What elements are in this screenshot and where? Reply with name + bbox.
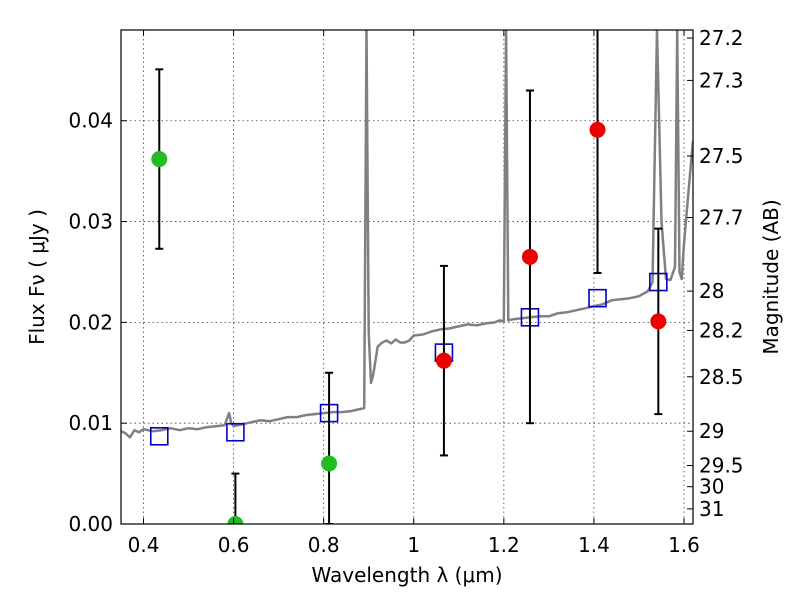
observed-flux-point [321, 455, 338, 472]
x-tick-label: 1 [407, 533, 420, 557]
plot-background [121, 30, 693, 524]
x-tick-label: 0.8 [308, 533, 340, 557]
x-axis-label: Wavelength λ (μm) [311, 563, 502, 587]
model-flux-square [226, 422, 245, 442]
observed-flux-point [650, 313, 667, 330]
observed-flux-point [435, 352, 452, 369]
model-flux-square [588, 288, 607, 308]
y2-tick-label: 29 [699, 419, 724, 443]
plot-frame [120, 29, 694, 525]
x-tick-label: 1.2 [488, 533, 520, 557]
x-axis: 0.4 0.6 0.8 1 1.2 1.4 1.6 [128, 30, 700, 557]
observed-flux-point [589, 121, 606, 138]
y2-tick-label: 30 [699, 475, 724, 499]
y2-tick-label: 28 [699, 279, 724, 303]
y-tick-label: 0.03 [68, 210, 113, 234]
y-tick-label: 0.01 [68, 411, 113, 435]
y2-axis-label: Magnitude (AB) [759, 199, 783, 354]
y-axis: 0.00 0.01 0.02 0.03 0.04 [68, 109, 127, 536]
y-tick-label: 0.02 [68, 310, 113, 334]
y-axis-label: Flux Fν ( μJy ) [25, 209, 49, 345]
y2-tick-label: 29.5 [699, 454, 744, 478]
y2-tick-label: 27.7 [699, 206, 744, 230]
x-tick-label: 0.6 [218, 533, 250, 557]
x-tick-label: 1.4 [578, 533, 610, 557]
y2-tick-label: 27.2 [699, 26, 744, 50]
observed-flux-point [227, 516, 244, 524]
observed-flux-point [521, 248, 538, 265]
model-flux-square [149, 426, 169, 446]
y2-tick-label: 28.5 [699, 365, 744, 389]
spectrum-line [121, 30, 693, 439]
y-tick-label: 0.00 [68, 512, 113, 536]
x-tick-label: 1.6 [668, 533, 700, 557]
x-tick-label: 0.4 [128, 533, 160, 557]
y-tick-label: 0.04 [68, 109, 113, 133]
y2-tick-label: 27.5 [699, 144, 744, 168]
y2-tick-label: 27.3 [699, 68, 744, 92]
observed-flux-point [151, 151, 168, 168]
y2-tick-label: 28.2 [699, 318, 744, 342]
series-layer [121, 30, 693, 524]
y2-tick-label: 31 [699, 497, 724, 521]
